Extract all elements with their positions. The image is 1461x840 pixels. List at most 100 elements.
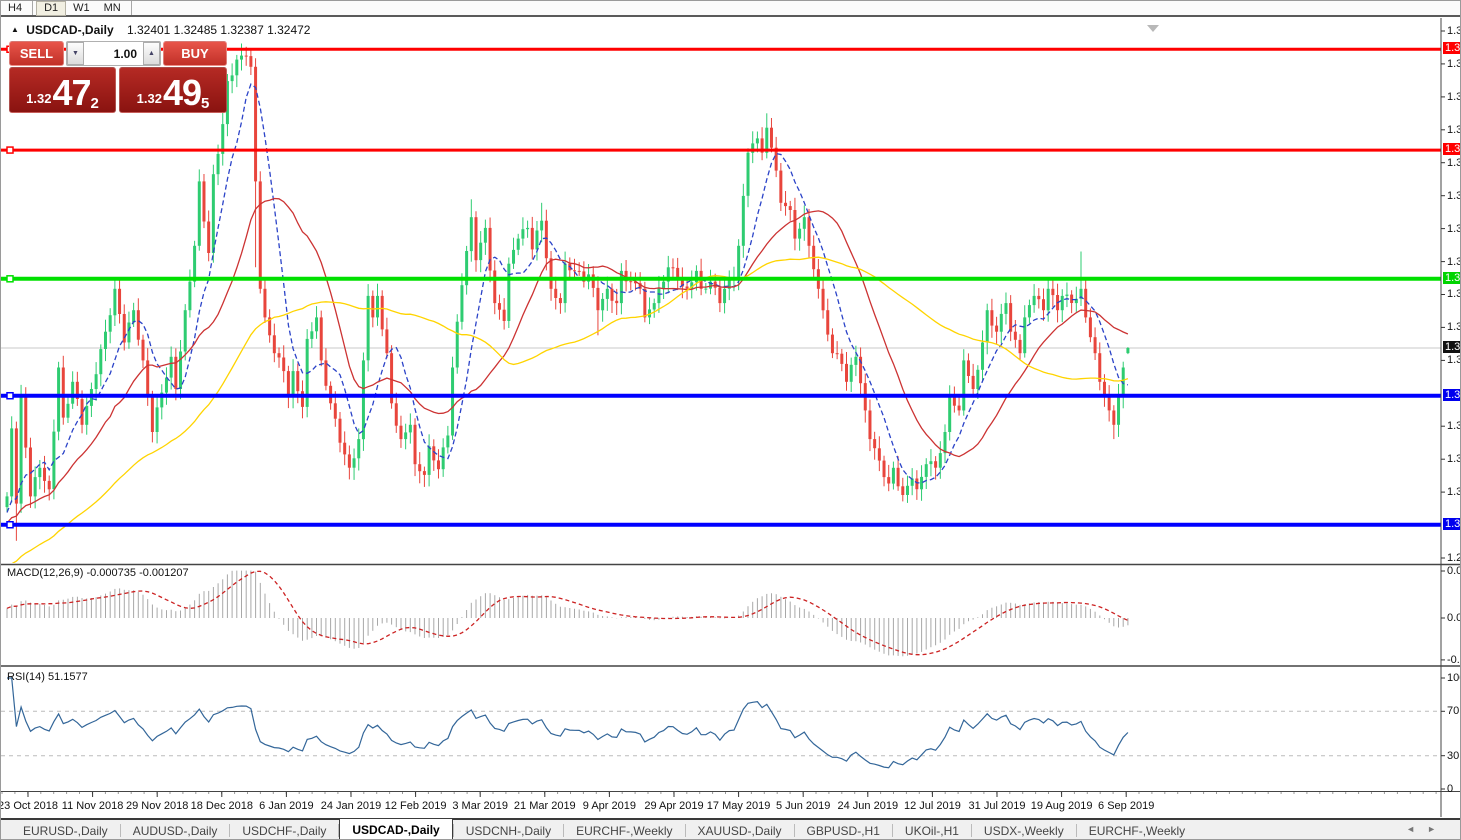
ohlc-quotes: 1.32401 1.32485 1.32387 1.32472 — [126, 23, 311, 37]
date-tick-label: 6 Jan 2019 — [259, 800, 314, 812]
tab-separator — [970, 824, 972, 837]
buy-price-display[interactable]: 1.32 49 5 — [119, 67, 227, 113]
sell-price-sup: 2 — [90, 95, 99, 112]
sell-price-prefix: 1.32 — [26, 91, 52, 106]
chart-shift-icon[interactable] — [1147, 25, 1159, 32]
volume-decrease-button[interactable]: ▼ — [67, 42, 84, 65]
tab-separator — [1075, 824, 1077, 837]
tab-separator — [563, 824, 565, 837]
date-tick-label: 5 Jun 2019 — [775, 800, 831, 812]
tab-separator — [452, 824, 454, 837]
tab-gbpusd-h1[interactable]: GBPUSD-,H1 — [806, 823, 880, 838]
timeframe-button-h4[interactable]: H4 — [8, 1, 23, 14]
rsi-tick-label: 30 — [1447, 749, 1460, 762]
date-tick-label: 9 Apr 2019 — [582, 800, 636, 812]
sell-button[interactable]: SELL — [9, 41, 64, 66]
price-tick-label: 1.33220 — [1447, 288, 1461, 301]
toolbar-separator — [130, 1, 132, 15]
macd-tick-label: 0.010311 — [1447, 565, 1460, 577]
price-level-badge: 1.32472 — [1443, 341, 1460, 354]
tab-separator — [793, 824, 795, 837]
date-tick-label: 29 Nov 2018 — [125, 800, 189, 812]
rsi-tick-label: 70 — [1447, 705, 1460, 718]
date-tick-label: 29 Apr 2019 — [644, 800, 704, 812]
tab-separator — [338, 824, 340, 837]
tab-separator — [684, 824, 686, 837]
volume-spinner: ▼ 1.00 ▲ — [66, 41, 161, 66]
tab-scroll-right-icon: ► — [1427, 824, 1448, 834]
price-tick-label: 1.35520 — [1447, 123, 1461, 136]
tab-usdchf-daily[interactable]: USDCHF-,Daily — [242, 823, 327, 838]
buy-price-big: 49 — [162, 72, 202, 113]
buy-button[interactable]: BUY — [163, 41, 227, 66]
price-tick-label: 1.30920 — [1447, 453, 1461, 466]
date-tick-label: 19 Aug 2019 — [1030, 800, 1093, 812]
date-tick-label: 17 May 2019 — [706, 800, 771, 812]
tab-usdcnh-daily[interactable]: USDCNH-,Daily — [465, 823, 552, 838]
price-tick-label: 1.36440 — [1447, 57, 1461, 70]
price-tick-label: 1.35980 — [1447, 90, 1461, 103]
price-tick-label: 1.34140 — [1447, 222, 1461, 235]
price-tick-label: 1.29540 — [1447, 551, 1461, 564]
rsi-tick-label: 100 — [1447, 672, 1460, 684]
date-tick-label: 21 Mar 2019 — [513, 800, 576, 812]
chart-tabs-bar: EURUSD-,Daily AUDUSD-,Daily USDCHF-,Daily U… — [1, 818, 1460, 839]
symbol-title: USDCAD-,Daily — [26, 23, 114, 37]
tab-separator — [119, 824, 121, 837]
tab-eurchf-weekly[interactable]: EURCHF-,Weekly — [1088, 823, 1186, 838]
price-tick-label: 1.30460 — [1447, 486, 1461, 499]
macd-indicator-label: MACD(12,26,9) -0.000735 -0.001207 — [7, 567, 189, 579]
date-tick-label: 18 Dec 2018 — [190, 800, 253, 812]
tab-ukoil-h1[interactable]: UKOil-,H1 — [904, 823, 959, 838]
price-tick-label: 1.34600 — [1447, 189, 1461, 202]
price-level-badge: 1.30004 — [1443, 517, 1460, 530]
price-tick-label: 1.36900 — [1447, 25, 1461, 37]
chart-tabs: EURUSD-,Daily AUDUSD-,Daily USDCHF-,Daily U… — [1, 818, 1197, 839]
rsi-indicator-label: RSI(14) 51.1577 — [7, 671, 88, 683]
date-tick-label: 23 Oct 2018 — [0, 800, 58, 812]
macd-tick-label: -0.009203 — [1447, 653, 1460, 666]
price-level-badge: 1.31806 — [1443, 388, 1460, 401]
volume-increase-button[interactable]: ▲ — [143, 42, 160, 65]
date-tick-label: 11 Nov 2018 — [61, 800, 124, 812]
collapse-triangle-icon[interactable]: ▲ — [11, 25, 19, 34]
tab-usdcad-daily[interactable]: USDCAD-,Daily — [339, 818, 453, 839]
timeframe-button-mn[interactable]: MN — [103, 1, 121, 14]
date-tick-label: 12 Feb 2019 — [384, 800, 447, 812]
timeframe-button-d1[interactable]: D1 — [36, 1, 67, 16]
tab-eurusd-daily[interactable]: EURUSD-,Daily — [23, 823, 108, 838]
one-click-trading-widget: SELL ▼ 1.00 ▲ BUY 1.32 47 2 1.32 49 5 — [9, 41, 227, 113]
price-level-badge: 1.33439 — [1443, 271, 1460, 284]
tab-xauusd-daily[interactable]: XAUUSD-,Daily — [697, 823, 782, 838]
sell-price-display[interactable]: 1.32 47 2 — [9, 67, 116, 113]
chart-title-row: ▲ USDCAD-,Daily 1.32401 1.32485 1.32387 … — [11, 23, 310, 37]
date-tick-label: 6 Sep 2019 — [1098, 800, 1155, 812]
rsi-tick-label: 0 — [1447, 783, 1454, 795]
buy-price-prefix: 1.32 — [136, 91, 162, 106]
date-tick-label: 24 Jun 2019 — [837, 800, 899, 812]
tab-eurchf-weekly[interactable]: EURCHF-,Weekly — [576, 823, 673, 838]
price-level-badge: 1.36645 — [1443, 42, 1460, 55]
macd-tick-label: 0.00 — [1447, 612, 1460, 624]
volume-input[interactable]: 1.00 — [113, 46, 137, 61]
price-tick-label: 1.35060 — [1447, 156, 1461, 169]
price-tick-label: 1.33680 — [1447, 255, 1461, 268]
date-tick-label: 12 Jul 2019 — [903, 800, 961, 812]
timeframe-toolbar: H4 D1 W1 MN — [1, 1, 1460, 17]
price-tick-label: 1.32760 — [1447, 321, 1461, 334]
tab-scroll-left-icon: ◄ — [1406, 824, 1428, 834]
timeframe-buttons: H4 D1 W1 MN — [1, 1, 135, 16]
date-tick-label: 24 Jan 2019 — [320, 800, 382, 812]
tab-scroll-arrows[interactable]: ◄► — [1406, 824, 1448, 834]
tab-usdx-weekly[interactable]: USDX-,Weekly — [983, 823, 1064, 838]
sell-price-big: 47 — [52, 72, 91, 113]
price-level-badge: 1.35237 — [1443, 143, 1460, 156]
date-tick-label: 3 Mar 2019 — [452, 800, 509, 812]
timeframe-button-w1[interactable]: W1 — [73, 1, 90, 14]
toolbar-separator — [32, 1, 34, 15]
price-tick-label: 1.32300 — [1447, 354, 1461, 367]
tab-audusd-daily[interactable]: AUDUSD-,Daily — [132, 823, 218, 838]
price-tick-label: 1.31380 — [1447, 420, 1461, 433]
